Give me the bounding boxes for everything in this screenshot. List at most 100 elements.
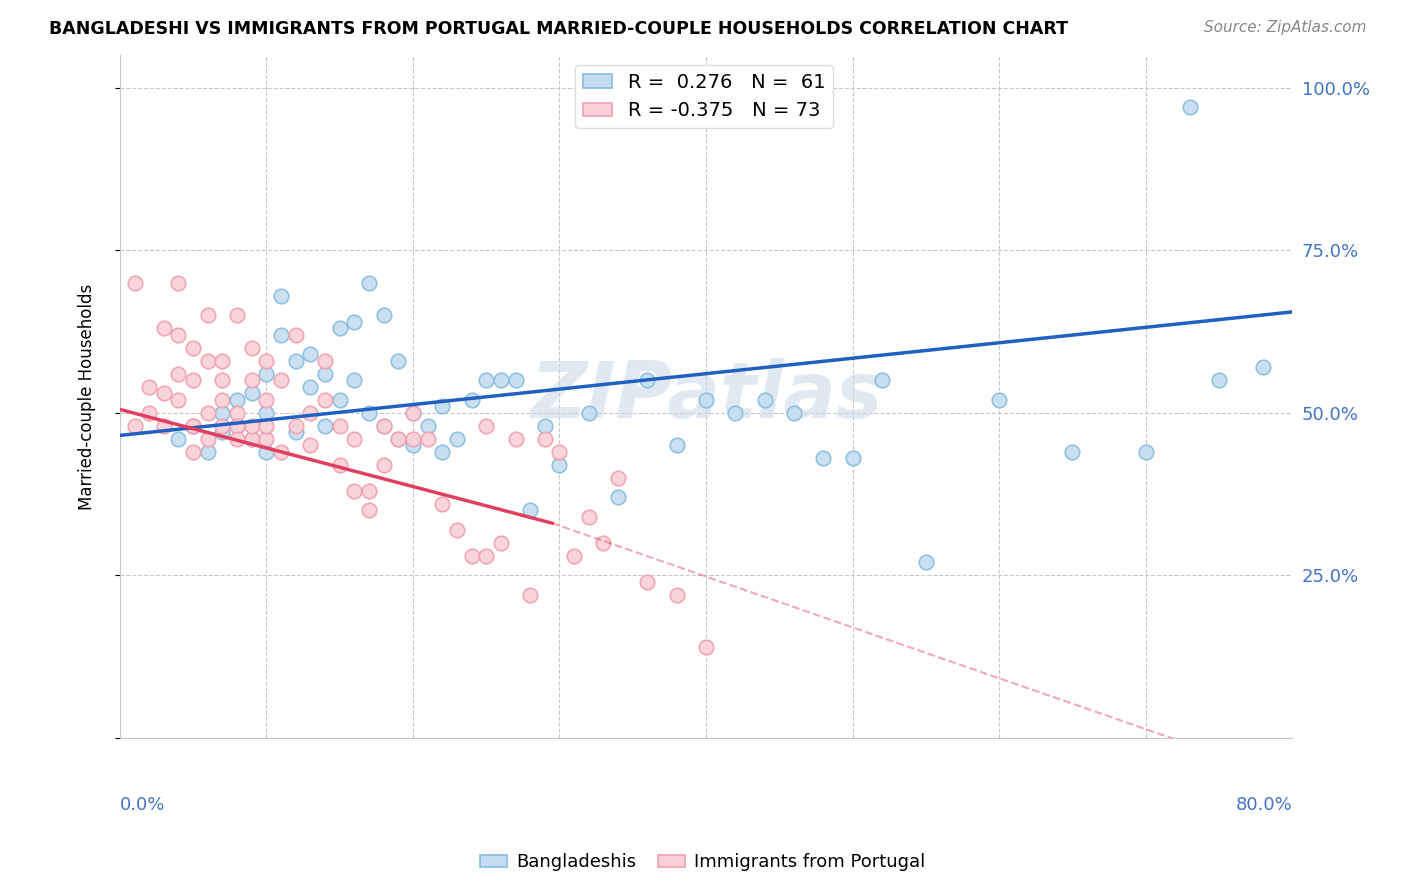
Point xyxy=(124,418,146,433)
Point xyxy=(254,392,277,407)
Text: 80.0%: 80.0% xyxy=(1236,797,1292,814)
Point xyxy=(548,458,571,472)
Point xyxy=(240,373,263,387)
Point xyxy=(402,406,425,420)
Point xyxy=(226,418,249,433)
Point xyxy=(153,321,176,335)
Point xyxy=(387,432,409,446)
Y-axis label: Married-couple Households: Married-couple Households xyxy=(79,284,96,509)
Point xyxy=(181,418,204,433)
Point xyxy=(636,574,658,589)
Point xyxy=(534,418,557,433)
Point xyxy=(240,432,263,446)
Point xyxy=(475,549,498,563)
Point xyxy=(607,471,630,485)
Point xyxy=(167,276,190,290)
Point xyxy=(197,444,219,458)
Point xyxy=(211,418,233,433)
Point xyxy=(270,288,292,302)
Point xyxy=(505,432,527,446)
Point xyxy=(181,341,204,355)
Point xyxy=(373,458,395,472)
Point xyxy=(783,406,806,420)
Point xyxy=(813,451,835,466)
Point xyxy=(270,373,292,387)
Point xyxy=(695,640,717,654)
Point xyxy=(636,373,658,387)
Point xyxy=(1251,360,1274,375)
Point xyxy=(211,373,233,387)
Point xyxy=(284,353,307,368)
Point xyxy=(254,418,277,433)
Point xyxy=(841,451,863,466)
Point xyxy=(314,353,336,368)
Point xyxy=(270,444,292,458)
Point xyxy=(460,549,482,563)
Point xyxy=(402,438,425,452)
Point xyxy=(329,418,352,433)
Point xyxy=(197,308,219,322)
Point xyxy=(357,406,380,420)
Point xyxy=(138,406,160,420)
Point xyxy=(240,432,263,446)
Point xyxy=(314,392,336,407)
Point xyxy=(254,432,277,446)
Point xyxy=(329,458,352,472)
Point xyxy=(1208,373,1230,387)
Point xyxy=(373,418,395,433)
Point xyxy=(592,535,614,549)
Point xyxy=(373,308,395,322)
Point xyxy=(578,509,600,524)
Point xyxy=(167,367,190,381)
Point xyxy=(870,373,893,387)
Point xyxy=(402,432,425,446)
Point xyxy=(548,444,571,458)
Point xyxy=(270,327,292,342)
Text: Source: ZipAtlas.com: Source: ZipAtlas.com xyxy=(1204,20,1367,35)
Point xyxy=(329,392,352,407)
Point xyxy=(181,418,204,433)
Point xyxy=(299,406,322,420)
Point xyxy=(562,549,585,563)
Point xyxy=(314,367,336,381)
Point xyxy=(387,432,409,446)
Point xyxy=(167,432,190,446)
Point xyxy=(1062,444,1084,458)
Point xyxy=(211,353,233,368)
Point xyxy=(284,425,307,439)
Point xyxy=(387,353,409,368)
Point xyxy=(197,432,219,446)
Point xyxy=(475,373,498,387)
Point xyxy=(1135,444,1157,458)
Text: 0.0%: 0.0% xyxy=(120,797,166,814)
Point xyxy=(226,432,249,446)
Point xyxy=(432,444,454,458)
Point xyxy=(240,418,263,433)
Point xyxy=(240,341,263,355)
Point xyxy=(1178,100,1201,114)
Point xyxy=(475,418,498,433)
Point xyxy=(211,425,233,439)
Point xyxy=(402,406,425,420)
Point xyxy=(299,379,322,393)
Point xyxy=(284,327,307,342)
Point xyxy=(505,373,527,387)
Point xyxy=(284,418,307,433)
Point xyxy=(343,315,366,329)
Point xyxy=(329,321,352,335)
Point xyxy=(254,406,277,420)
Point xyxy=(489,373,512,387)
Point xyxy=(665,588,688,602)
Point xyxy=(914,555,936,569)
Point xyxy=(226,308,249,322)
Point xyxy=(578,406,600,420)
Point xyxy=(754,392,776,407)
Point xyxy=(240,386,263,401)
Legend: Bangladeshis, Immigrants from Portugal: Bangladeshis, Immigrants from Portugal xyxy=(474,847,932,879)
Point xyxy=(181,373,204,387)
Point xyxy=(416,432,439,446)
Point xyxy=(314,418,336,433)
Point xyxy=(226,418,249,433)
Point xyxy=(254,444,277,458)
Point xyxy=(373,418,395,433)
